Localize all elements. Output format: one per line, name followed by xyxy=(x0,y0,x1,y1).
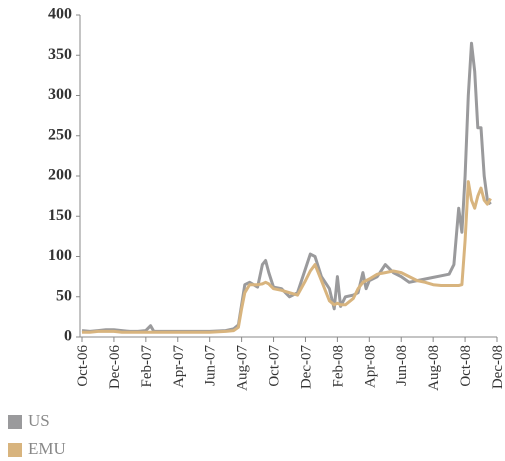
x-tick-label: Jun-07 xyxy=(203,345,219,386)
y-tick-label: 200 xyxy=(48,167,72,184)
y-tick-label: 350 xyxy=(48,46,72,63)
y-tick-label: 400 xyxy=(48,6,72,23)
legend-swatch xyxy=(8,415,22,429)
y-tick-label: 50 xyxy=(56,287,72,304)
legend-swatch xyxy=(8,443,22,457)
x-tick-label: Oct-07 xyxy=(267,345,283,387)
x-tick-label: Dec-07 xyxy=(298,345,314,390)
x-tick-label: Oct-06 xyxy=(75,345,91,387)
x-tick-label: Feb-07 xyxy=(139,345,155,388)
y-tick-label: 250 xyxy=(48,126,72,143)
y-tick-label: 0 xyxy=(64,328,72,345)
x-tick-label: Feb-08 xyxy=(330,345,346,388)
y-tick-label: 150 xyxy=(48,207,72,224)
x-tick-label: Dec-08 xyxy=(490,345,505,389)
x-tick-label: Aug-07 xyxy=(235,345,251,391)
series-line xyxy=(81,41,492,333)
x-tick-label: Apr-08 xyxy=(362,345,378,388)
x-tick-label: Apr-07 xyxy=(171,345,187,389)
series-line xyxy=(82,180,492,334)
x-tick-label: Oct-08 xyxy=(458,345,474,387)
legend-label: EMU xyxy=(28,439,66,458)
legend-label: US xyxy=(28,411,50,430)
x-tick-label: Dec-06 xyxy=(107,345,123,390)
x-tick-label: Aug-08 xyxy=(426,345,442,391)
y-tick-label: 100 xyxy=(48,247,72,264)
x-tick-label: Jun-08 xyxy=(394,345,410,386)
y-tick-label: 300 xyxy=(48,86,72,103)
